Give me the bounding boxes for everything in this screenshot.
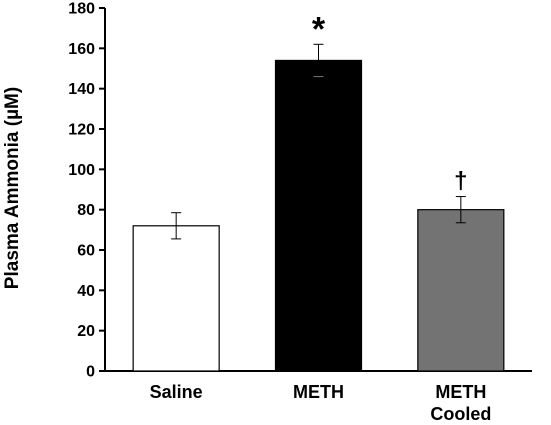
y-tick-label: 120 <box>68 122 95 139</box>
y-tick-label: 100 <box>68 162 95 179</box>
bar <box>274 59 363 372</box>
x-tick-label: Saline <box>150 382 203 402</box>
y-tick-label: 40 <box>77 283 95 300</box>
y-axis-label: Plasma Ammonia (µM) <box>2 87 23 289</box>
x-tick-label: Cooled <box>430 404 491 424</box>
y-tick-label: 0 <box>86 364 95 381</box>
x-tick-label: METH <box>435 382 486 402</box>
bar <box>132 225 220 372</box>
bar <box>417 209 505 372</box>
y-tick-label: 20 <box>77 323 95 340</box>
significance-marker: * <box>312 10 326 48</box>
y-tick-label: 60 <box>77 243 95 260</box>
y-tick-label: 80 <box>77 202 95 219</box>
significance-marker: † <box>454 168 467 195</box>
y-tick-label: 140 <box>68 81 95 98</box>
y-tick-label: 180 <box>68 1 95 18</box>
y-tick-label: 160 <box>68 41 95 58</box>
plot-area: 0 20 40 60 80 100 120 140 160 180 Saline * METH † METH… <box>68 1 532 424</box>
x-tick-label: METH <box>293 382 344 402</box>
